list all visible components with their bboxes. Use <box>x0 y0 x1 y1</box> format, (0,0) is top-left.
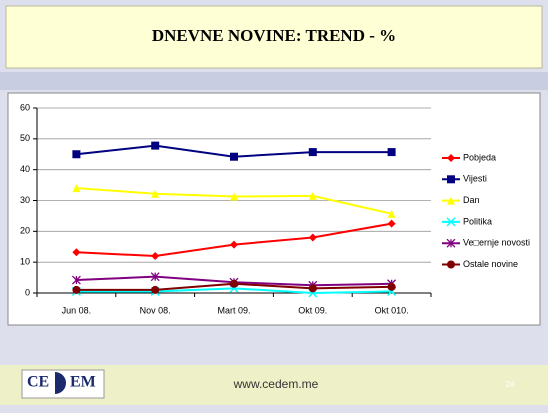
logo-text: CE <box>27 374 49 391</box>
y-tick-label: 40 <box>20 164 30 174</box>
marker <box>308 148 317 157</box>
legend-label: Politika <box>463 216 492 226</box>
y-tick-label: 20 <box>20 226 30 236</box>
marker <box>151 252 160 260</box>
legend-label: Dan <box>463 195 480 205</box>
legend-label: Pobjeda <box>463 152 496 162</box>
marker <box>387 282 396 291</box>
marker <box>230 192 238 201</box>
y-tick-label: 50 <box>20 133 30 143</box>
marker <box>447 260 455 269</box>
title-box <box>5 5 543 69</box>
marker <box>230 240 238 249</box>
y-tick-label: 30 <box>20 195 30 205</box>
logo-icon <box>55 372 66 394</box>
y-tick-label: 0 <box>25 287 30 297</box>
marker <box>151 285 160 294</box>
logo-text: EM <box>70 374 96 391</box>
page-number: 24 <box>506 380 515 389</box>
marker <box>387 219 396 228</box>
x-tick-label: Mart 09. <box>217 305 250 315</box>
marker <box>308 284 317 293</box>
marker <box>447 175 455 184</box>
marker <box>387 209 396 218</box>
x-tick-label: Jun 08. <box>62 305 92 315</box>
marker <box>230 152 238 161</box>
y-tick-label: 10 <box>20 257 30 267</box>
marker <box>72 184 81 193</box>
marker <box>446 238 456 248</box>
marker <box>387 148 396 157</box>
marker <box>71 275 81 285</box>
marker <box>151 189 160 198</box>
x-tick-label: Okt 010. <box>375 305 409 315</box>
marker <box>308 233 317 242</box>
marker <box>72 285 81 294</box>
marker <box>230 279 238 288</box>
legend-label: Ve□ernje novosti <box>463 238 530 248</box>
marker <box>447 196 455 205</box>
x-tick-label: Okt 09. <box>298 305 327 315</box>
legend-label: Ostale novine <box>463 259 518 269</box>
footer-url: www.cedem.me <box>233 377 319 391</box>
marker <box>446 217 456 227</box>
marker <box>308 191 317 200</box>
x-tick-label: Nov 08. <box>140 305 171 315</box>
chart-title: DNEVNE NOVINE: TREND - % <box>152 26 396 45</box>
marker <box>151 141 160 150</box>
marker <box>72 248 81 257</box>
marker <box>447 154 455 162</box>
marker <box>72 150 81 159</box>
band <box>0 72 548 90</box>
y-tick-label: 60 <box>20 102 30 112</box>
marker <box>150 272 160 282</box>
legend-label: Vijesti <box>463 174 487 184</box>
